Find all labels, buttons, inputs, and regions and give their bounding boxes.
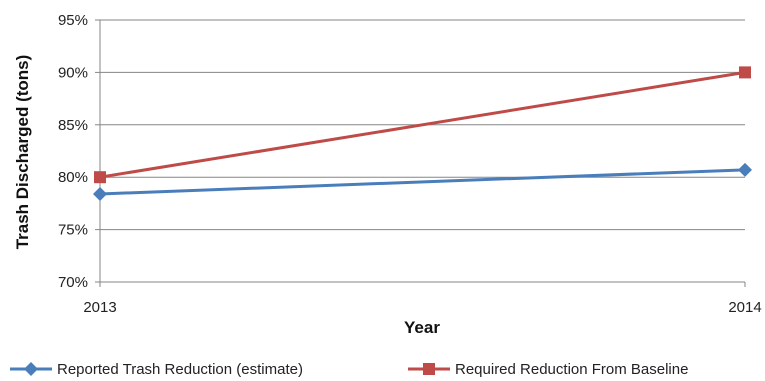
x-axis-title: Year <box>404 318 440 337</box>
y-tick-label: 80% <box>58 169 88 186</box>
series-2 <box>94 66 751 184</box>
y-tick-label: 75% <box>58 222 88 239</box>
legend-swatch-marker <box>423 363 435 375</box>
x-tick-labels: 2013 2014 <box>83 282 762 316</box>
series-line <box>99 168 746 196</box>
series <box>93 66 752 201</box>
legend: Reported Trash Reduction (estimate) Requi… <box>10 361 688 378</box>
y-tick-label: 85% <box>58 117 88 134</box>
data-point <box>94 171 106 184</box>
data-point <box>739 66 751 79</box>
y-tick-label: 70% <box>58 274 88 291</box>
y-axis-title: Trash Discharged (tons) <box>13 55 32 250</box>
gridlines <box>95 19 745 283</box>
legend-label: Required Reduction From Baseline <box>455 361 688 378</box>
series-1 <box>93 162 752 201</box>
series-line <box>99 70 746 179</box>
y-tick-label: 90% <box>58 64 88 81</box>
legend-item: Required Reduction From Baseline <box>408 361 688 378</box>
y-tick-label: 95% <box>58 12 88 29</box>
legend-label: Reported Trash Reduction (estimate) <box>57 361 303 378</box>
legend-swatch-marker <box>24 362 38 376</box>
axes <box>99 20 745 283</box>
x-tick-label: 2013 <box>83 299 116 316</box>
data-point <box>93 186 107 201</box>
data-point <box>738 162 752 177</box>
x-tick-label: 2014 <box>728 299 761 316</box>
y-tick-labels: 70% 75% 80% 85% 90% 95% <box>58 12 88 291</box>
legend-item: Reported Trash Reduction (estimate) <box>10 361 303 378</box>
